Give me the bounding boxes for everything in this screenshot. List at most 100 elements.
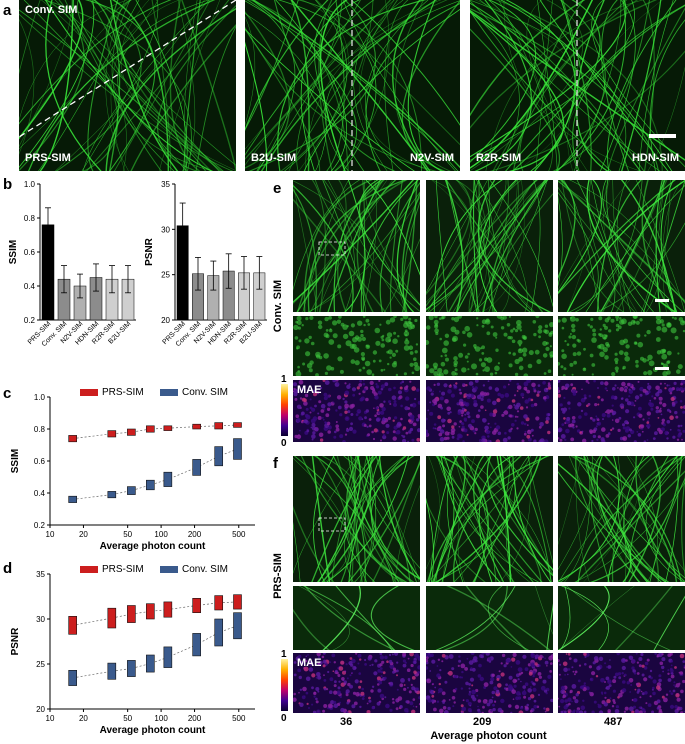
photon-tick-36: 36 <box>340 716 352 728</box>
photon-tick-487: 487 <box>604 716 622 728</box>
label-b2u-sim: B2U-SIM <box>251 152 296 164</box>
box <box>108 491 116 497</box>
box <box>215 619 223 646</box>
box <box>108 663 116 679</box>
box <box>215 596 223 610</box>
cbar-max-f: 1 <box>281 649 287 660</box>
x-tick-label: 100 <box>154 714 168 723</box>
grid-f-wide-1 <box>426 456 553 582</box>
box <box>193 598 201 612</box>
box <box>233 423 241 428</box>
grid-e-mae-2 <box>558 380 685 442</box>
y-tick-label: 0.2 <box>34 521 46 530</box>
x-tick-label: 10 <box>46 530 55 539</box>
grid-f-mae-1 <box>426 653 553 713</box>
x-tick-label: 10 <box>46 714 55 723</box>
box <box>193 633 201 656</box>
box <box>127 429 135 435</box>
grid-f-wide-2 <box>558 456 685 582</box>
x-tick-label: 100 <box>154 530 168 539</box>
ssim-bar-chart: 0.20.40.60.81.0SSIMPRS-SIMConv. SIMN2V-S… <box>0 180 140 370</box>
x-tick-label: 200 <box>188 530 202 539</box>
micrograph-r2r-vs-hdn: R2R-SIM HDN-SIM <box>470 0 685 171</box>
panel-letter-f: f <box>273 455 278 472</box>
grid-f-mae-label: MAE <box>297 657 321 669</box>
legend-label: Conv. SIM <box>182 387 228 398</box>
grid-e-mae-label: MAE <box>297 384 321 396</box>
legend-swatch <box>80 389 98 396</box>
label-r2r-sim: R2R-SIM <box>476 152 521 164</box>
x-tick-label: 50 <box>123 714 132 723</box>
box <box>233 613 241 639</box>
label-prs-sim: PRS-SIM <box>25 152 71 164</box>
y-axis-label: SSIM <box>10 449 21 473</box>
micrograph-conv-vs-prs: Conv. SIM PRS-SIM <box>19 0 236 171</box>
ssim-photon-box-chart: 0.2 0.4 0.6 0.8 1.0 10 20 50 100 200 500 SSIM Averag… <box>0 385 270 555</box>
y-tick-label: 0.4 <box>34 489 46 498</box>
x-tick-label: 20 <box>79 714 88 723</box>
x-axis-label: Average photon count <box>100 541 206 552</box>
box <box>69 616 77 634</box>
y-tick-label: 20 <box>36 705 45 714</box>
y-tick-label: 35 <box>161 180 170 189</box>
box <box>164 602 172 617</box>
box <box>69 435 77 441</box>
label-conv-sim: Conv. SIM <box>25 4 77 16</box>
y-tick-label: 0.4 <box>24 282 36 291</box>
box <box>108 431 116 437</box>
box <box>193 459 201 475</box>
legend-label: PRS-SIM <box>102 387 144 398</box>
grid-f-wide-0 <box>293 456 420 582</box>
box <box>146 604 154 619</box>
y-tick-label: 25 <box>161 271 170 280</box>
y-tick-label: 20 <box>161 316 170 325</box>
y-tick-label: 25 <box>36 660 45 669</box>
y-tick-label: 0.6 <box>34 457 46 466</box>
scale-bar <box>655 299 669 302</box>
grid-e-mae-1 <box>426 380 553 442</box>
y-tick-label: 1.0 <box>34 393 46 402</box>
grid-e-mae-0: MAE <box>293 380 420 442</box>
legend-label: PRS-SIM <box>102 564 144 575</box>
y-axis-label: PSNR <box>10 627 21 656</box>
box <box>127 487 135 495</box>
y-tick-label: 0.2 <box>24 316 36 325</box>
box <box>233 439 241 460</box>
y-tick-label: 30 <box>36 615 45 624</box>
box <box>127 606 135 623</box>
x-tick-label: 20 <box>79 530 88 539</box>
y-axis-label: PSNR <box>144 237 155 266</box>
box <box>146 480 154 490</box>
panel-letter-e: e <box>273 180 281 197</box>
panel-letter-a: a <box>3 2 11 19</box>
cbar-max-e: 1 <box>281 374 287 385</box>
grid-e-zoom-0 <box>293 316 420 376</box>
mae-colorbar-e <box>281 384 288 436</box>
x-tick-label: 500 <box>232 530 246 539</box>
box <box>69 670 77 685</box>
cbar-min-f: 0 <box>281 713 287 724</box>
box <box>164 472 172 486</box>
box <box>127 660 135 676</box>
x-axis-label: Average photon count <box>100 725 206 736</box>
grid-f-mae-0: MAE <box>293 653 420 713</box>
trend-line <box>73 449 238 499</box>
row-label-prs-sim: PRS-SIM <box>272 546 284 606</box>
grid-f-zoom-1 <box>426 586 553 650</box>
mae-colorbar-f <box>281 659 288 711</box>
legend-swatch <box>160 389 178 396</box>
grid-e-zoom-1 <box>426 316 553 376</box>
y-tick-label: 30 <box>161 225 170 234</box>
y-axis-label: SSIM <box>8 240 19 264</box>
legend-label: Conv. SIM <box>182 564 228 575</box>
y-tick-label: 1.0 <box>24 180 36 189</box>
box <box>215 423 223 429</box>
box <box>164 647 172 668</box>
trend-line <box>73 626 238 678</box>
scale-bar <box>655 367 669 370</box>
grid-e-wide-2 <box>558 180 685 312</box>
box <box>193 424 201 429</box>
y-tick-label: 0.8 <box>34 425 46 434</box>
